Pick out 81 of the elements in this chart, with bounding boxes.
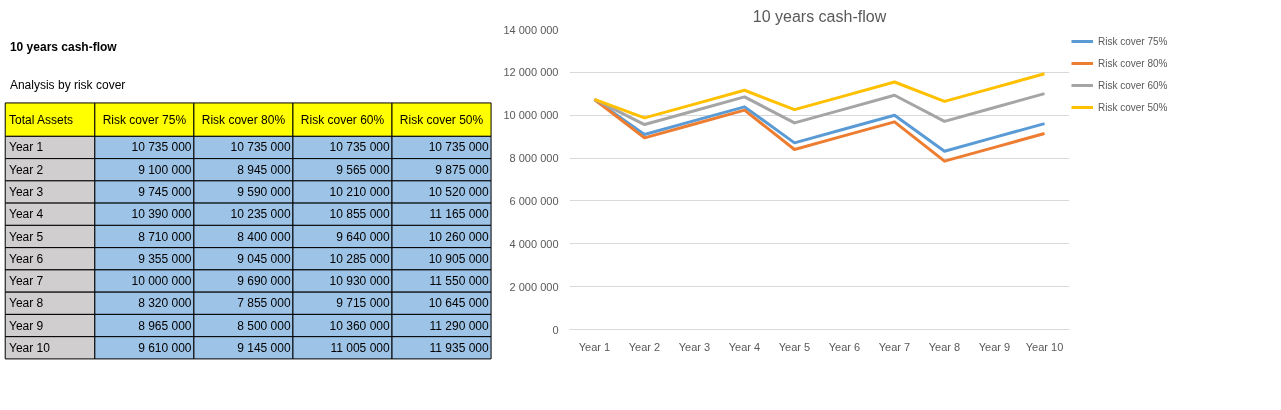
y-tick-label: Year 7 [8,274,44,289]
data-label: 8 710 000 [138,229,192,244]
data-label: 10 360 000 [329,318,390,333]
x-tick-label: Year 8 [928,340,961,353]
x-tick-label: Risk cover 75% [102,112,187,127]
x-tick-label: Year 7 [878,340,911,353]
data-label: 8 320 000 [138,296,192,311]
line-series [593,92,1046,127]
data-label: 10 210 000 [329,184,390,199]
data-label: 9 355 000 [138,251,192,266]
data-label: 9 745 000 [138,184,192,199]
y-tick-label: Year 9 [8,318,44,333]
x-tick-label: Year 2 [628,340,661,353]
data-label: 10 735 000 [428,140,490,155]
data-label: 10 285 000 [329,251,390,266]
data-label: 10 260 000 [428,229,490,244]
data-label: 10 735 000 [131,140,192,155]
data-label: 9 590 000 [237,184,291,199]
y-tick-label: Year 8 [8,296,44,311]
data-label: 9 640 000 [336,229,390,244]
y-tick-label: 2 000 000 [509,280,559,293]
data-label: 9 610 000 [138,340,192,355]
x-tick-label: Year 4 [728,340,761,353]
data-label: 9 690 000 [237,274,291,289]
data-label: 10 390 000 [131,207,192,222]
y-tick-label: 6 000 000 [509,194,559,207]
data-label: 9 045 000 [237,251,291,266]
x-tick-label: Year 1 [578,340,611,353]
data-label: 7 855 000 [237,296,291,311]
data-label: 11 550 000 [429,274,490,289]
data-label: 10 645 000 [428,296,490,311]
chart-subtitle: Analysis by risk cover [9,78,126,93]
x-tick-label: Risk cover 50% [399,112,484,127]
data-label: 10 235 000 [230,207,291,222]
x-tick-label: Year 5 [778,340,811,353]
y-tick-label: Year 5 [8,229,44,244]
x-tick-label: Risk cover 80% [201,112,286,127]
data-label: 10 905 000 [428,251,490,266]
data-label: 9 875 000 [435,162,490,177]
chart-title: 10 years cash-flow [9,40,118,55]
data-label: 11 165 000 [429,207,490,222]
x-tick-label: Year 10 [1025,340,1064,353]
legend-label: Risk cover 50% [1098,100,1168,114]
y-tick-label: 4 000 000 [509,237,559,250]
y-tick-label: Year 1 [8,140,44,155]
y-tick-label: 8 000 000 [509,152,559,165]
chart-title: 10 years cash-flow [752,7,887,25]
data-label: 10 000 000 [131,274,192,289]
line-series [593,72,1046,120]
x-tick-label: Year 6 [828,340,861,353]
y-tick-label: Year 4 [8,207,44,222]
data-label: 10 735 000 [329,140,390,155]
legend-label: Risk cover 80% [1098,56,1168,70]
legend-label: Risk cover 75% [1098,34,1168,48]
data-label: 10 855 000 [329,207,390,222]
data-label: 10 735 000 [230,140,291,155]
data-label: 9 565 000 [336,162,390,177]
data-label: 10 930 000 [329,274,390,289]
data-label: 11 290 000 [429,318,490,333]
x-tick-label: Year 3 [678,340,711,353]
data-label: 8 400 000 [237,229,291,244]
y-tick-label: 10 000 000 [503,109,559,122]
y-tick-label: 12 000 000 [503,66,559,79]
x-tick-label: Year 9 [978,340,1011,353]
data-label: 8 945 000 [237,162,291,177]
y-axis-title: Total Assets [8,112,74,127]
data-label: 11 935 000 [429,340,490,355]
y-tick-label: Year 2 [8,162,44,177]
legend-label: Risk cover 60% [1098,78,1168,92]
data-label: 8 965 000 [138,318,192,333]
y-tick-label: 14 000 000 [503,23,559,36]
data-label: 9 100 000 [138,162,192,177]
y-tick-label: Year 6 [8,251,44,266]
data-label: 11 005 000 [330,340,390,355]
x-tick-label: Risk cover 60% [300,112,385,127]
data-label: 10 520 000 [428,184,490,199]
data-label: 8 500 000 [237,318,291,333]
y-tick-label: Year 3 [8,184,44,199]
data-label: 9 145 000 [237,340,291,355]
y-tick-label: 0 [552,323,559,336]
data-label: 9 715 000 [336,296,390,311]
